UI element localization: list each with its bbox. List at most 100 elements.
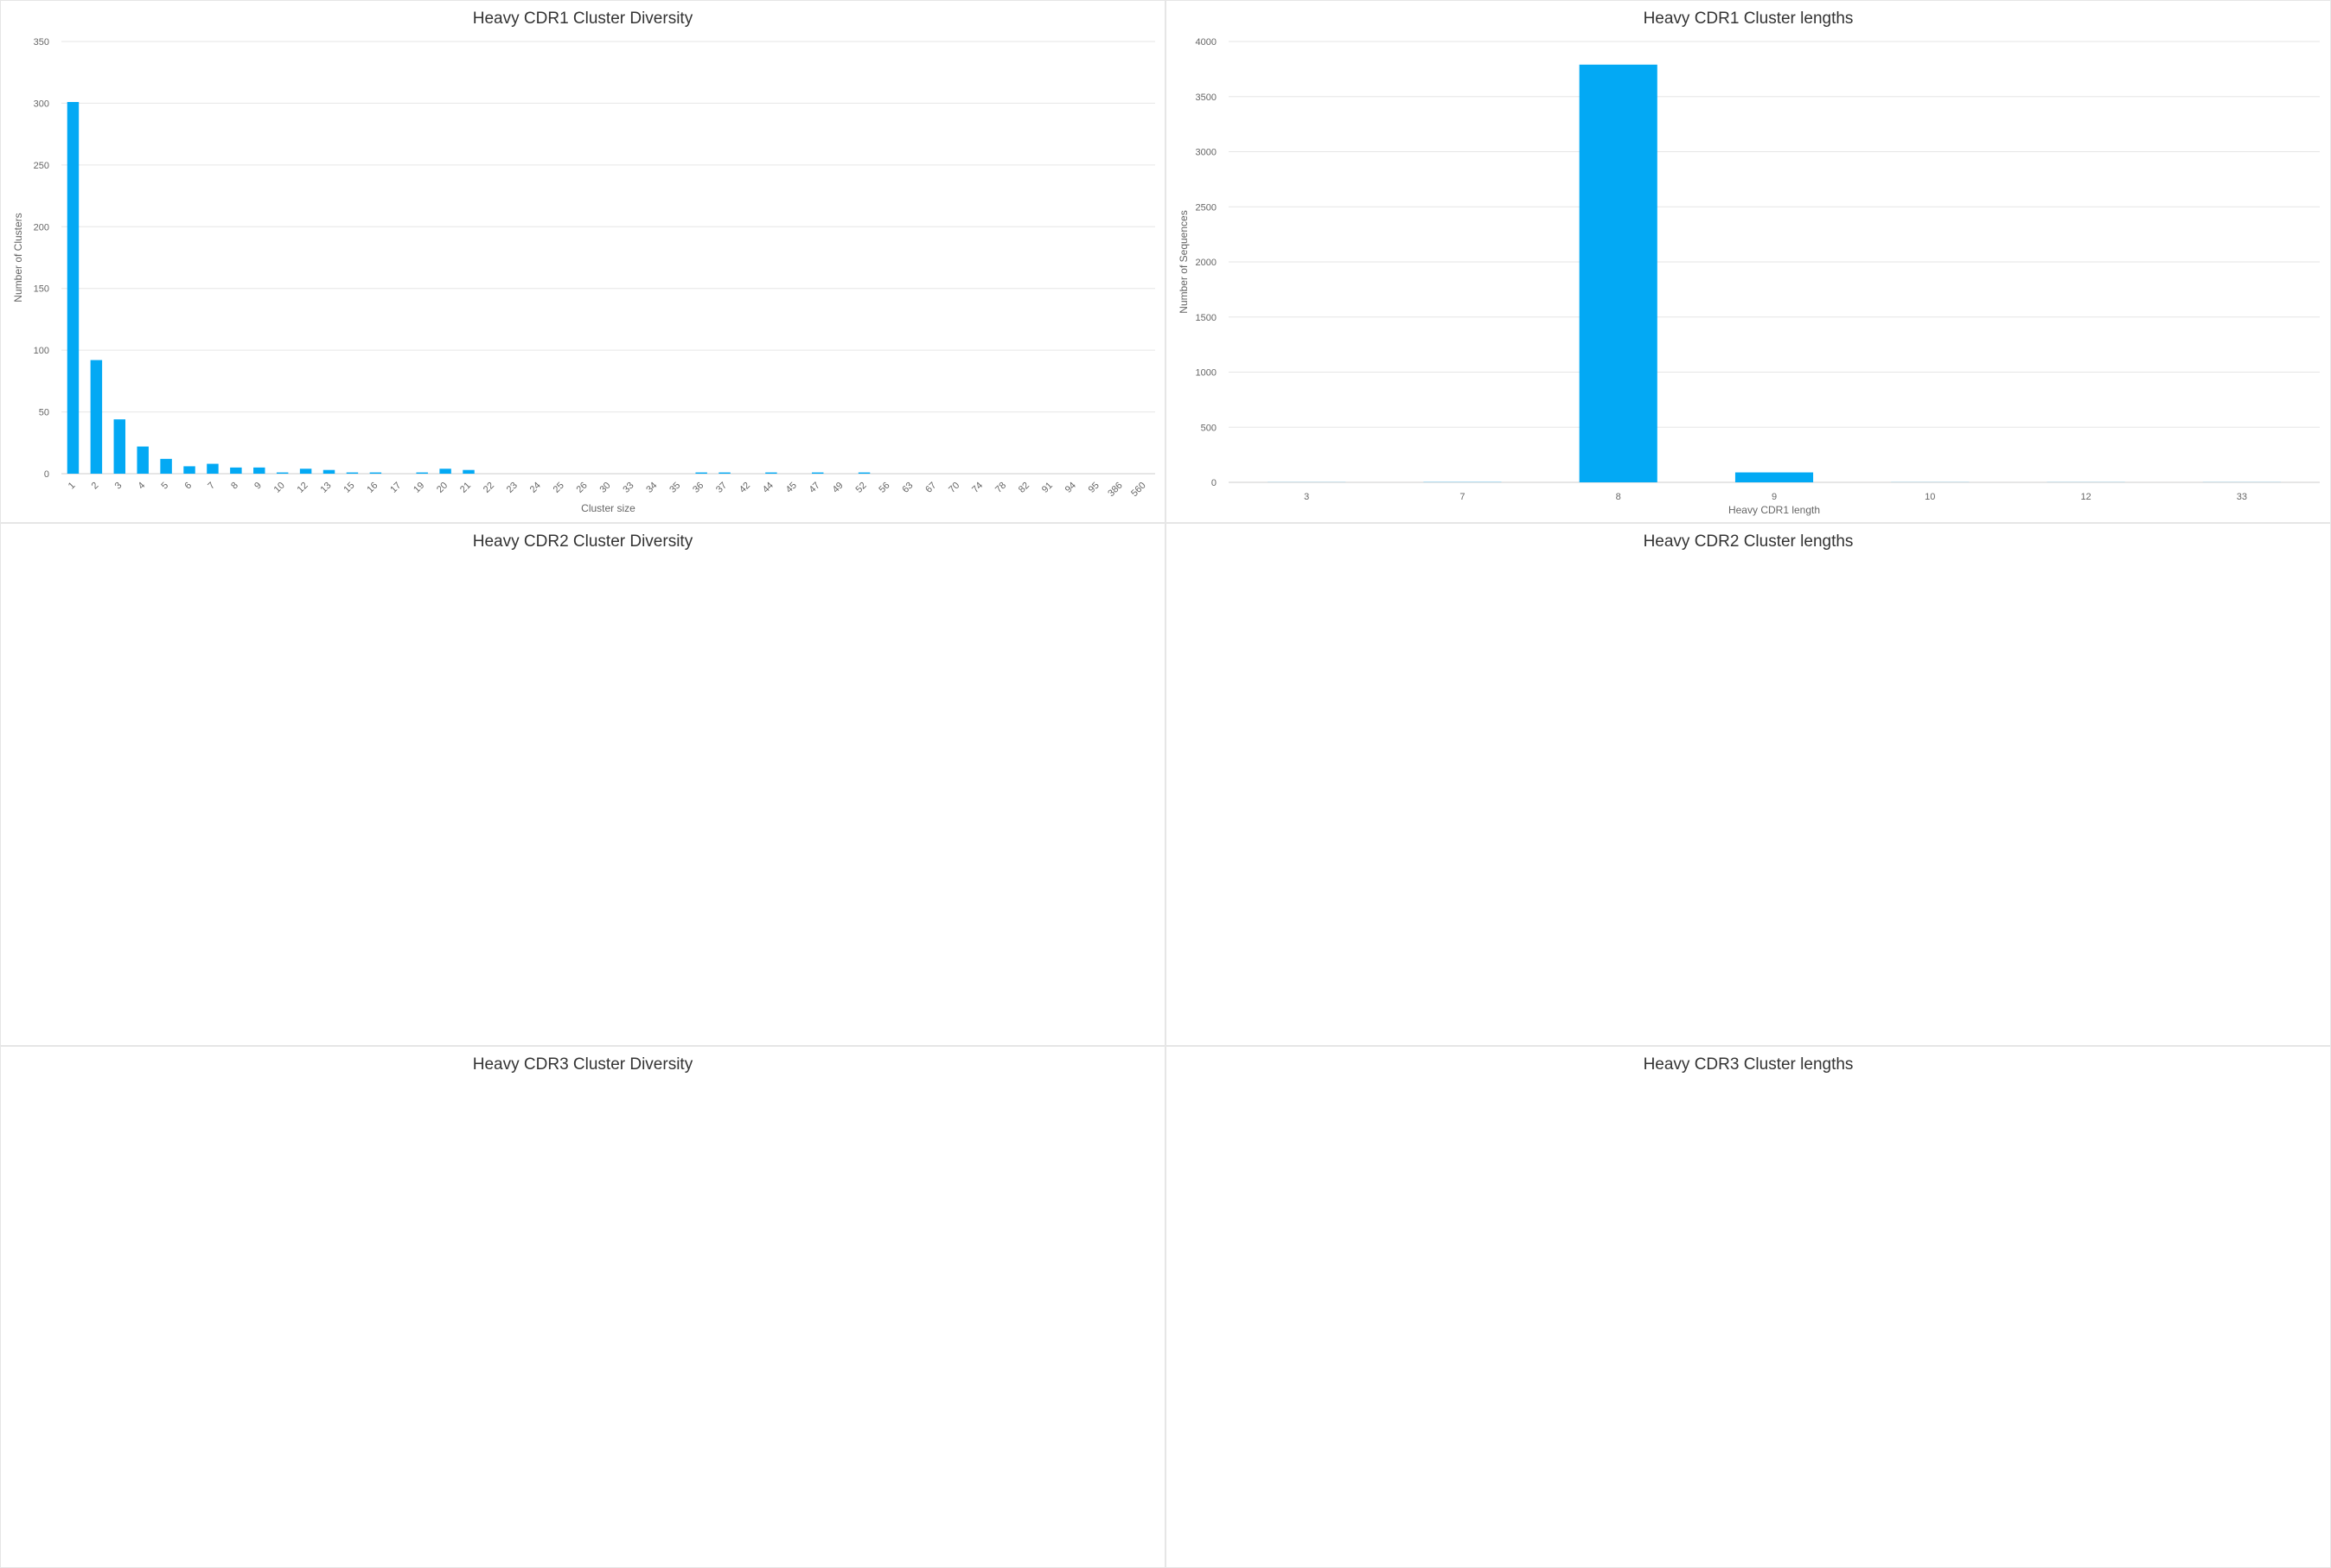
bar-9 [1734, 472, 1814, 482]
y-tick-label: 2000 [1196, 258, 1217, 268]
x-tick-label: 12 [2080, 492, 2091, 502]
x-tick-label: 82 [1017, 481, 1031, 495]
x-tick-label: 33 [621, 481, 635, 495]
bar-2 [90, 360, 103, 474]
y-tick-label: 3000 [1196, 148, 1217, 158]
bar-4 [137, 446, 149, 474]
y-tick-label: 100 [34, 346, 49, 356]
bar-36 [695, 472, 707, 474]
chart-heavy-cdr3-cluster-diversity: Heavy CDR3 Cluster Diversity025050075010… [473, 1055, 693, 1074]
x-tick-label: 33 [2237, 492, 2247, 502]
y-tick-label: 1500 [1196, 313, 1217, 323]
x-tick-label: 56 [877, 481, 891, 495]
x-tick-label: 70 [947, 481, 961, 495]
x-tick-label: 37 [714, 481, 729, 495]
y-tick-label: 50 [39, 408, 49, 418]
chart-title: Heavy CDR3 Cluster lengths [1644, 1055, 1854, 1074]
bar-16 [369, 472, 382, 474]
x-tick-label: 4 [137, 481, 148, 492]
x-tick-label: 44 [761, 481, 776, 495]
y-tick-label: 350 [34, 37, 49, 48]
y-tick-label: 200 [34, 222, 49, 233]
x-tick-label: 94 [1063, 481, 1078, 495]
y-tick-label: 4000 [1196, 37, 1217, 48]
x-tick-label: 25 [552, 481, 566, 495]
bar-8 [1579, 64, 1657, 483]
y-axis-label: Number of Sequences [1178, 210, 1190, 313]
chart-panel-heavy-cdr1-lengths: Heavy CDR1 Cluster lengths 0 500 1000 1500 20… [1166, 0, 2331, 523]
chart-title: Heavy CDR2 Cluster Diversity [473, 532, 693, 551]
x-tick-label: 12 [296, 481, 310, 495]
y-tick-label: 2500 [1196, 202, 1217, 213]
chart-panel-heavy-cdr3-lengths: Heavy CDR3 Cluster lengths01002003004005… [1166, 1046, 2331, 1568]
x-tick-label: 3 [1304, 492, 1309, 502]
x-tick-label: 10 [272, 481, 287, 495]
x-tick-label: 49 [831, 481, 846, 495]
x-tick-label: 36 [691, 481, 706, 495]
bar-8 [230, 467, 242, 474]
x-tick-label: 63 [900, 481, 915, 495]
x-tick-label: 16 [365, 481, 380, 495]
bar-15 [346, 472, 359, 474]
x-tick-label: 78 [993, 481, 1008, 495]
bar-44 [765, 472, 777, 474]
x-tick-label: 9 [1772, 492, 1777, 502]
chart-panel-heavy-cdr2-diversity: Heavy CDR2 Cluster Diversity050100150200… [0, 523, 1166, 1046]
x-tick-label: 17 [388, 481, 403, 495]
x-tick-label: 3 [113, 481, 125, 492]
bar-7 [207, 463, 219, 474]
x-tick-label: 10 [1925, 492, 1935, 502]
x-axis-label: Heavy CDR1 length [1728, 504, 1820, 516]
x-tick-label: 8 [1616, 492, 1621, 502]
x-tick-label: 67 [923, 481, 938, 495]
x-tick-label: 21 [458, 481, 473, 495]
chart-panel-heavy-cdr2-lengths: Heavy CDR2 Cluster lengths05001000150020… [1166, 523, 2331, 1046]
x-tick-label: 24 [528, 481, 543, 495]
bar-47 [812, 472, 824, 474]
bar-1 [67, 102, 80, 474]
bar-9 [253, 467, 265, 474]
x-tick-label: 34 [644, 481, 659, 495]
x-tick-label: 45 [784, 481, 799, 495]
bar-20 [439, 468, 451, 474]
x-tick-label: 42 [738, 481, 752, 495]
x-tick-label: 26 [575, 481, 590, 495]
x-tick-label: 30 [597, 481, 612, 495]
x-tick-label: 8 [229, 481, 240, 492]
x-tick-label: 9 [252, 481, 264, 492]
x-tick-label: 95 [1087, 481, 1102, 495]
chart-heavy-cdr2-cluster-diversity: Heavy CDR2 Cluster Diversity050100150200… [473, 532, 693, 551]
bar-21 [463, 469, 475, 474]
x-tick-label: 1 [67, 481, 78, 492]
chart-heavy-cdr1-cluster-lengths: Heavy CDR1 Cluster lengths 0 500 1000 1500 20… [1178, 10, 2320, 516]
chart-title: Heavy CDR1 Cluster Diversity [473, 10, 693, 28]
y-tick-label: 1000 [1196, 368, 1217, 379]
bar-12 [299, 468, 312, 474]
x-tick-label: 560 [1129, 481, 1147, 499]
x-tick-label: 22 [482, 481, 496, 495]
x-tick-label: 5 [159, 481, 170, 492]
x-tick-label: 74 [970, 481, 985, 495]
x-tick-label: 6 [182, 481, 194, 492]
y-tick-label: 300 [34, 99, 49, 109]
x-axis-label: Cluster size [581, 502, 635, 514]
chart-heavy-cdr1-cluster-diversity: Heavy CDR1 Cluster Diversity 0 50 100 150 200… [12, 10, 1155, 514]
x-tick-label: 2 [90, 481, 101, 492]
bar-52 [858, 472, 871, 474]
chart-heavy-cdr2-cluster-lengths: Heavy CDR2 Cluster lengths05001000150020… [1644, 532, 1854, 551]
x-tick-label: 386 [1106, 481, 1124, 499]
chart-title: Heavy CDR2 Cluster lengths [1644, 532, 1854, 551]
bar-10 [276, 472, 289, 474]
x-tick-label: 19 [412, 481, 426, 495]
x-tick-label: 23 [505, 481, 520, 495]
chart-panel-heavy-cdr1-diversity: Heavy CDR1 Cluster Diversity 0 50 100 150 200… [0, 0, 1166, 523]
x-tick-label: 7 [1459, 492, 1465, 502]
bar-37 [718, 472, 731, 474]
bar-6 [183, 466, 195, 474]
x-tick-label: 35 [667, 481, 682, 495]
x-tick-label: 20 [435, 481, 450, 495]
y-axis-label: Number of Clusters [12, 213, 24, 302]
bar-5 [160, 458, 172, 474]
y-tick-label: 150 [34, 284, 49, 295]
x-tick-label: 13 [318, 481, 333, 495]
